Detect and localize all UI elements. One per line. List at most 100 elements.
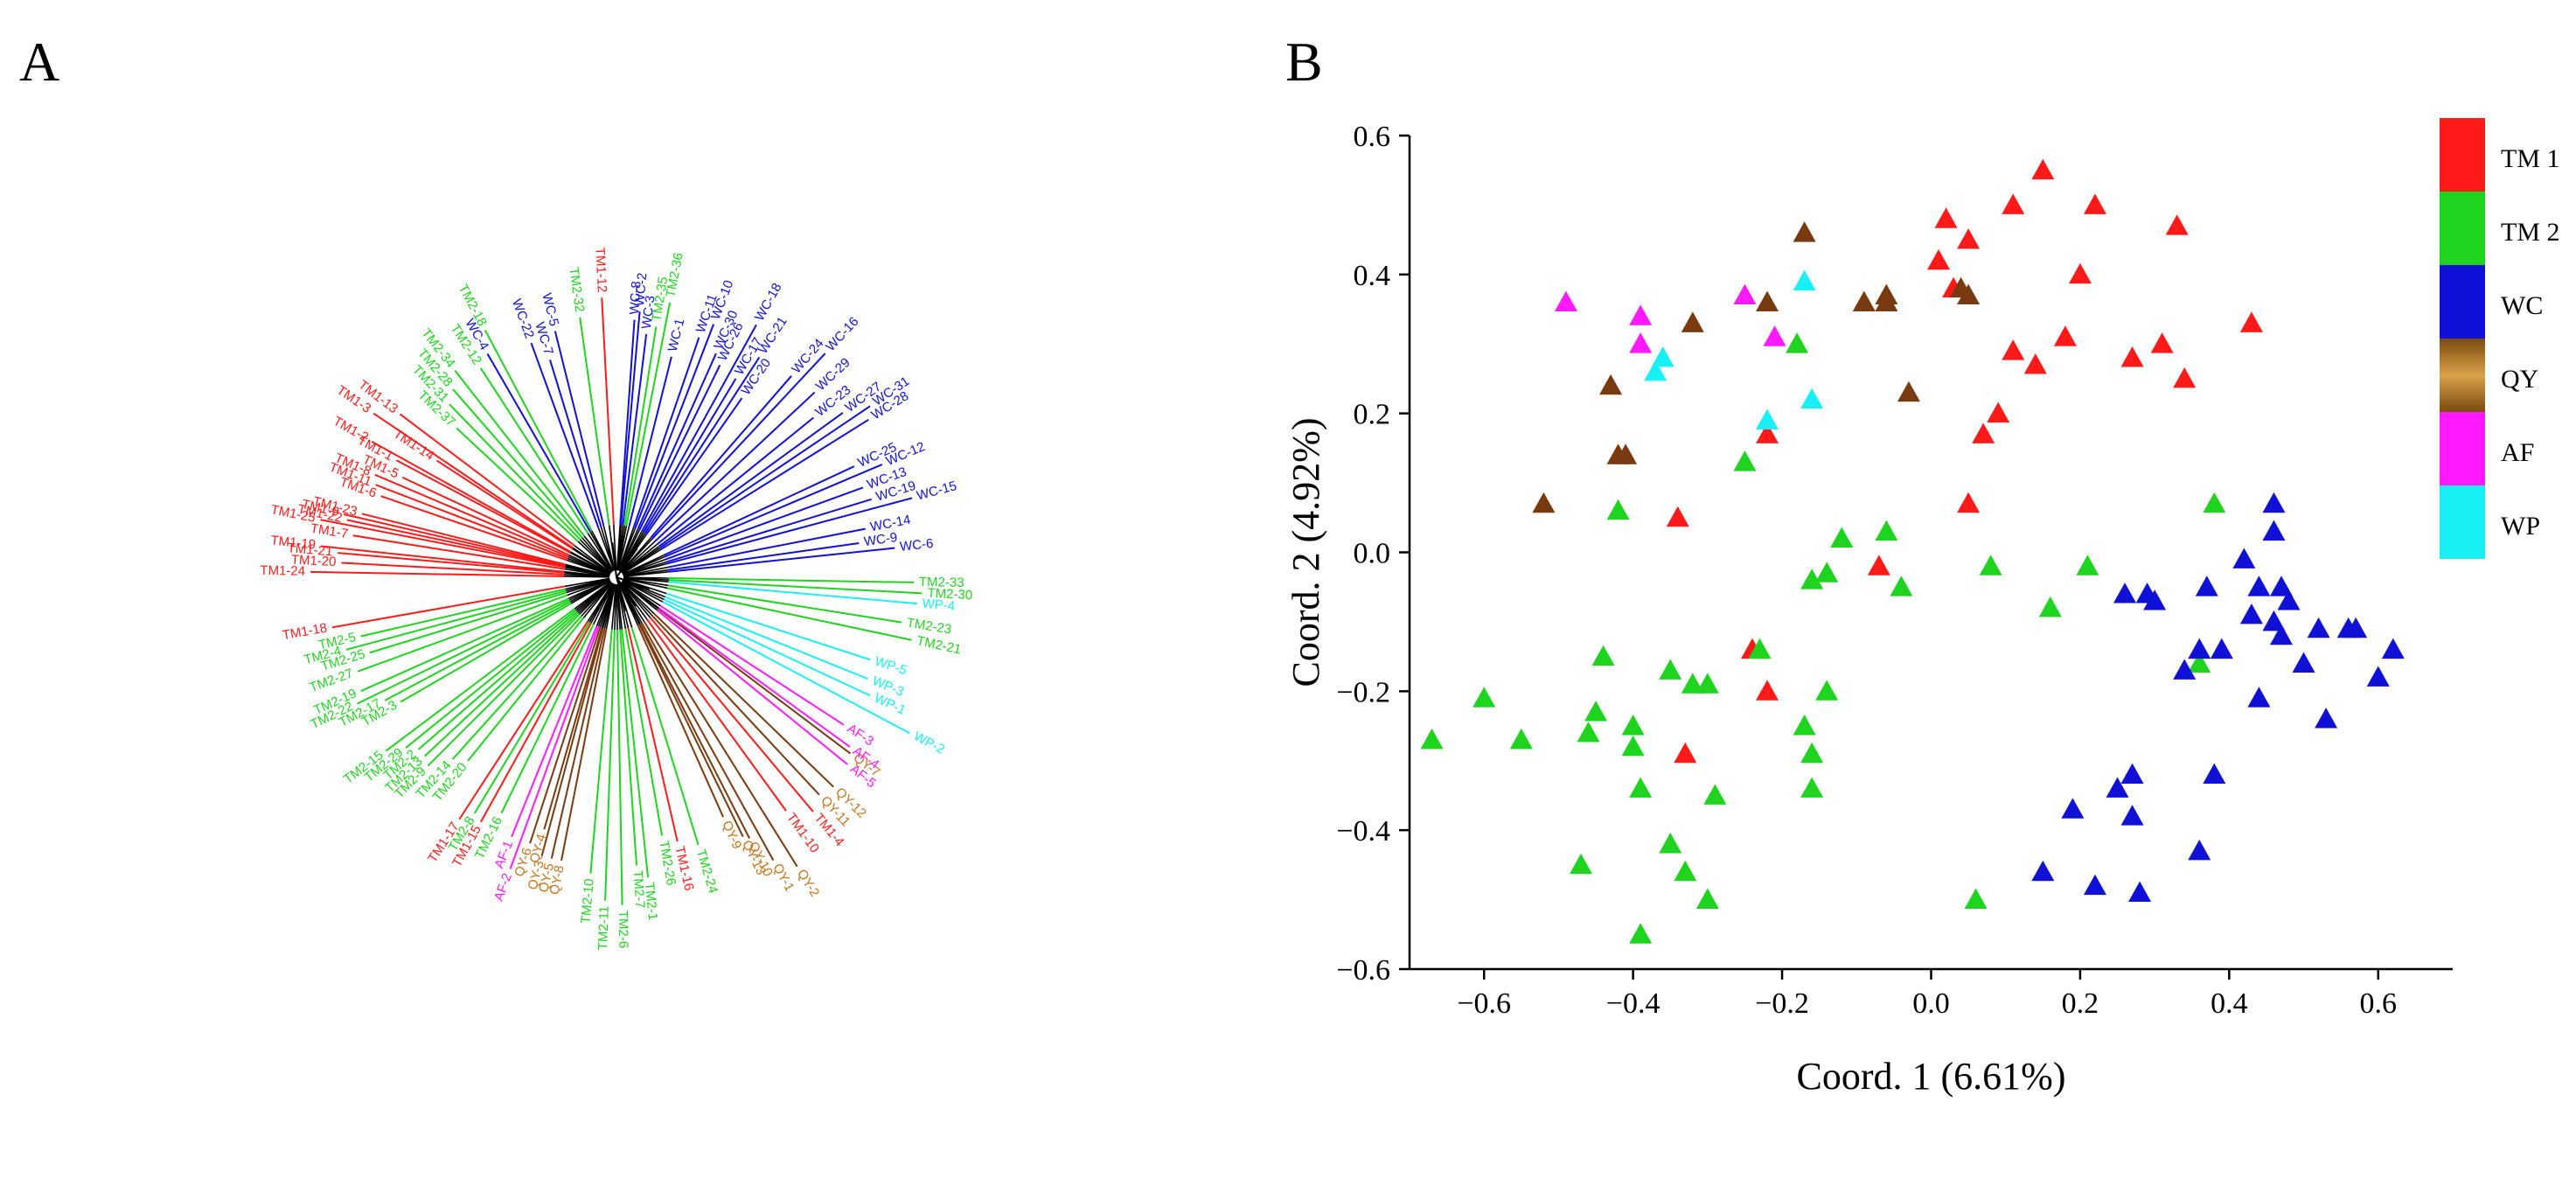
tree-backbone-wc-22	[597, 527, 616, 571]
tree-branch-wc-16	[651, 352, 826, 540]
tree-branch-tm2-14	[451, 615, 582, 760]
tree-tip-qy-8: QY-8	[547, 864, 567, 896]
tree-branch-qy-13	[638, 624, 744, 838]
y-axis-title: Coord. 2 (4.92%)	[1285, 418, 1327, 687]
tree-branch-tm1-15	[479, 622, 592, 823]
tree-backbone-tm1-15	[590, 583, 614, 624]
tree-branch-wc-27	[658, 412, 844, 548]
point-wc	[2188, 839, 2211, 861]
series-qy	[1532, 221, 1981, 513]
tree-branch-wc-19	[666, 498, 872, 563]
tree-branch-tm2-19	[360, 597, 569, 693]
tree-backbone-wc-4	[589, 531, 614, 572]
tree-branch-wc-5	[553, 331, 605, 527]
point-tm-2	[1733, 450, 1757, 471]
tree-branch-wp-5	[665, 592, 871, 661]
tree-backbone-wc-14	[623, 566, 669, 577]
tree-branch-tm1-10	[646, 618, 787, 812]
point-tm-1	[2239, 311, 2263, 332]
tree-branch-af-2	[509, 626, 600, 869]
point-tm-2	[1472, 687, 1496, 708]
tree-clade-stem-qy	[616, 576, 627, 611]
point-wc	[2203, 763, 2226, 785]
tree-backbone-tm1-4	[620, 582, 651, 618]
point-wc	[2262, 520, 2286, 541]
point-tm-1	[2083, 193, 2106, 214]
y-tick-label: 0.2	[1354, 399, 1391, 431]
tree-tip-tm1-24: TM1-24	[260, 563, 305, 579]
tree-branch-tm1-13	[399, 413, 575, 547]
tree-branch-tm2-5	[360, 588, 566, 638]
tree-branch-wc-25	[663, 465, 855, 556]
x-tick-label: −0.6	[1457, 987, 1511, 1020]
point-af	[1629, 304, 1653, 325]
point-wp	[1651, 346, 1674, 367]
tree-backbone-tm1-14	[572, 548, 611, 575]
point-tm-1	[2165, 214, 2189, 235]
tree-branch-tm1-3	[372, 412, 574, 549]
point-wc	[2195, 576, 2218, 596]
point-tm-2	[1606, 499, 1630, 520]
tree-backbone-tm1-24	[563, 576, 610, 578]
tree-backbone-tm1-6	[567, 559, 610, 576]
legend-swatch-wp	[2440, 485, 2485, 559]
tree-branch-af-3	[659, 604, 845, 726]
tree-branch-tm2-20	[467, 617, 585, 762]
legend-swatch-tm-1	[2440, 118, 2485, 192]
tree-backbone-tm2-20	[582, 582, 613, 619]
point-tm-1	[2053, 325, 2077, 346]
tree-branch-wc-4	[486, 353, 591, 533]
tree-tip-tm2-11: TM2-11	[595, 905, 612, 950]
point-wc	[2262, 610, 2286, 631]
tree-branch-wc-10	[634, 324, 715, 529]
point-tm-1	[1957, 228, 1981, 249]
tree-tip-wc-15: WC-15	[916, 478, 958, 504]
point-tm-2	[1815, 680, 1839, 701]
point-wc	[2270, 576, 2294, 596]
point-wp	[1793, 269, 1816, 291]
point-tm-2	[1591, 645, 1615, 666]
x-tick-label: 0.0	[1912, 987, 1950, 1020]
tree-tip-af-2: AF-2	[491, 871, 515, 903]
tree-branch-tm1-24	[310, 570, 565, 577]
point-af	[1763, 325, 1786, 346]
tree-branch-qy-6	[529, 626, 602, 844]
tree-backbone-wc-18	[619, 531, 643, 572]
tree-branch-tm2-25	[369, 591, 567, 654]
tree-branch-tm1-6	[380, 495, 567, 562]
tree-tip-tm1-7: TM1-7	[310, 521, 349, 542]
tree-backbone-wc-24	[620, 537, 651, 573]
tree-tip-wc-2: WC-2	[632, 272, 650, 307]
tree-clade-stem-tm-1	[611, 542, 617, 578]
tree-branch-tm2-36	[625, 302, 672, 527]
tree-branch-tm1-18	[331, 585, 566, 629]
point-af	[1554, 290, 1577, 311]
y-tick-label: 0.0	[1354, 538, 1391, 570]
tree-branch-tm2-3	[400, 603, 572, 703]
tree-branch-tm1-16	[627, 628, 679, 842]
tree-tip-tm2-30: TM2-30	[927, 586, 973, 603]
point-tm-2	[1875, 520, 1898, 541]
tree-branch-tm2-8	[473, 621, 590, 814]
tree-tip-tm1-20: TM1-20	[290, 552, 337, 569]
tree-branch-wc-28	[660, 418, 869, 551]
tree-branch-tm1-14	[435, 459, 574, 550]
point-tm-2	[1800, 742, 1824, 764]
point-wp	[1800, 387, 1824, 409]
tree-tip-tm2-33: TM2-33	[919, 575, 964, 590]
tree-backbone-tm2-37	[577, 541, 612, 574]
point-tm-1	[2173, 366, 2197, 388]
tree-tip-af-1: AF-1	[491, 839, 516, 871]
tree-branch-wc-11	[632, 337, 700, 528]
tree-branch-tm2-29	[405, 609, 577, 749]
point-wc	[2232, 548, 2256, 569]
tree-backbone-tm2-14	[581, 582, 613, 617]
point-wc	[2315, 708, 2338, 729]
tree-branch-af-4	[658, 607, 851, 748]
point-tm-2	[1621, 715, 1645, 736]
tree-branch-tm2-30	[668, 579, 922, 595]
point-wc	[2120, 763, 2144, 785]
tree-backbone-af-3	[622, 580, 661, 607]
point-tm-1	[1957, 492, 1981, 513]
point-wc	[2344, 617, 2368, 638]
